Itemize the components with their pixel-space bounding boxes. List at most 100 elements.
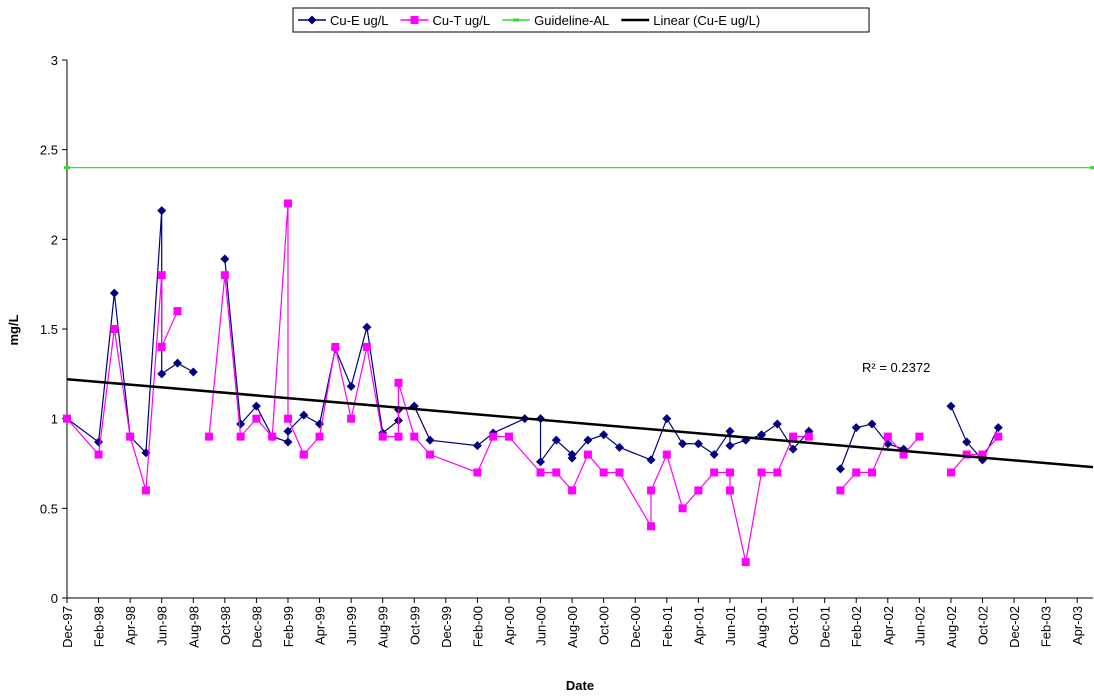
data-point: [252, 414, 261, 423]
data-point: [251, 401, 261, 411]
data-point: [63, 414, 71, 423]
data-point: [647, 486, 656, 495]
data-point: [757, 430, 767, 440]
data-point: [220, 271, 229, 280]
legend-box: [292, 7, 870, 33]
data-point: [678, 439, 688, 449]
data-point: [993, 423, 1003, 433]
data-point: [347, 414, 356, 423]
x-tick-label: Apr-03: [1070, 606, 1085, 645]
data-point: [426, 450, 435, 459]
data-point: [299, 450, 308, 459]
data-point: [283, 437, 293, 447]
x-tick-label: Dec-98: [249, 606, 264, 648]
legend-label: Linear (Cu-E ug/L): [653, 13, 760, 28]
data-point: [205, 432, 214, 441]
x-tick-label: Dec-97: [60, 606, 75, 648]
data-point: [694, 486, 703, 495]
y-axis-title: mg/L: [6, 314, 21, 345]
data-point: [868, 468, 877, 477]
data-point: [567, 453, 577, 463]
x-tick-label: Oct-98: [218, 606, 233, 645]
data-point: [268, 432, 277, 441]
data-point: [394, 378, 403, 387]
series-line: [66, 203, 999, 563]
data-point: [173, 307, 182, 316]
data-point: [283, 426, 293, 436]
x-tick-label: Dec-01: [818, 606, 833, 648]
data-point: [599, 468, 608, 477]
data-point: [789, 432, 798, 441]
data-point: [489, 432, 498, 441]
data-point: [157, 206, 167, 216]
data-point: [962, 437, 972, 447]
data-point: [851, 423, 861, 433]
x-tick-label: Dec-99: [439, 606, 454, 648]
data-point: [157, 369, 167, 379]
data-point: [741, 558, 750, 567]
x-tick-label: Apr-01: [691, 606, 706, 645]
legend-marker: [307, 15, 317, 25]
x-tick-label: Oct-02: [976, 606, 991, 645]
data-point: [946, 468, 955, 477]
data-point: [867, 419, 877, 429]
data-point: [599, 430, 609, 440]
data-point: [978, 450, 987, 459]
legend-marker: [410, 16, 419, 24]
data-point: [346, 381, 356, 391]
x-tick-label: Aug-00: [565, 606, 580, 648]
y-tick-label: 1: [51, 412, 58, 427]
data-point: [109, 288, 119, 298]
data-point: [236, 419, 246, 429]
data-point: [646, 455, 656, 465]
data-point: [804, 432, 813, 441]
data-point: [836, 486, 845, 495]
x-tick-label: Aug-02: [944, 606, 959, 648]
data-point: [315, 432, 324, 441]
data-point: [709, 450, 719, 460]
data-point: [536, 457, 546, 467]
data-point: [157, 271, 166, 280]
data-point: [615, 468, 624, 477]
x-axis-title: Date: [566, 678, 594, 693]
x-tick-label: Feb-99: [281, 606, 296, 647]
data-point: [362, 322, 372, 332]
y-tick-label: 2: [51, 232, 58, 247]
data-point: [852, 468, 861, 477]
data-point: [536, 468, 545, 477]
data-point: [835, 464, 845, 474]
data-point: [994, 432, 1003, 441]
data-point: [725, 441, 735, 451]
data-point: [647, 522, 656, 531]
data-point: [110, 325, 119, 333]
data-point: [141, 486, 150, 495]
data-point: [678, 504, 687, 513]
x-tick-label: Jun-00: [534, 606, 549, 646]
data-point: [410, 432, 419, 441]
x-tick-label: Feb-02: [849, 606, 864, 647]
x-tick-label: Dec-00: [628, 606, 643, 648]
data-point: [915, 432, 924, 441]
data-point: [772, 419, 782, 429]
data-point: [788, 444, 798, 454]
data-point: [64, 166, 70, 170]
data-point: [188, 367, 198, 377]
annotation: R² = 0.2372: [862, 360, 930, 375]
data-point: [883, 432, 892, 441]
x-tick-label: Oct-01: [786, 606, 801, 645]
y-tick-label: 1.5: [40, 322, 58, 337]
x-tick-label: Apr-99: [313, 606, 328, 645]
data-point: [946, 401, 956, 411]
data-point: [552, 468, 561, 477]
data-point: [583, 450, 592, 459]
data-point: [378, 432, 387, 441]
x-tick-label: Jun-02: [912, 606, 927, 646]
y-tick-label: 2.5: [40, 143, 58, 158]
data-point: [473, 468, 482, 477]
data-point: [725, 426, 735, 436]
data-point: [551, 435, 561, 445]
data-point: [614, 442, 624, 452]
data-point: [472, 441, 482, 451]
x-tick-label: Jun-99: [344, 606, 359, 646]
